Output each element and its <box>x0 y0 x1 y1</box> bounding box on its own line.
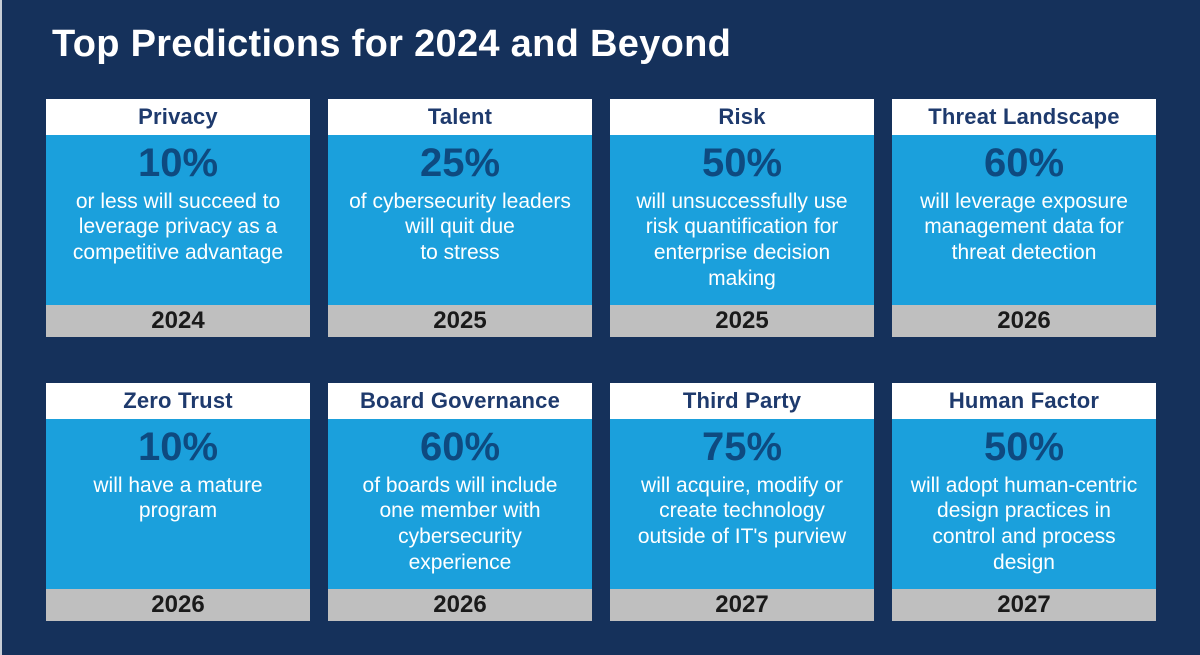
card-category: Human Factor <box>892 382 1156 419</box>
card-year: 2027 <box>892 588 1156 621</box>
card-year: 2025 <box>610 304 874 337</box>
card-description: of cybersecurity leaders will quit due t… <box>349 189 571 265</box>
card-percent: 75% <box>701 424 783 469</box>
prediction-card-board-governance: Board Governance 60% of boards will incl… <box>328 382 592 621</box>
card-description: will have a mature program <box>93 473 263 523</box>
page-title: Top Predictions for 2024 and Beyond <box>52 23 732 65</box>
card-year: 2026 <box>328 588 592 621</box>
card-category: Risk <box>610 98 874 135</box>
card-percent: 60% <box>419 424 501 469</box>
card-year: 2027 <box>610 588 874 621</box>
predictions-grid: Privacy 10% or less will succeed to leve… <box>46 98 1156 621</box>
prediction-card-human-factor: Human Factor 50% will adopt human-centri… <box>892 382 1156 621</box>
card-category: Threat Landscape <box>892 98 1156 135</box>
card-year: 2026 <box>892 304 1156 337</box>
card-percent: 10% <box>137 140 219 185</box>
prediction-card-talent: Talent 25% of cybersecurity leaders will… <box>328 98 592 337</box>
prediction-card-zero-trust: Zero Trust 10% will have a mature progra… <box>46 382 310 621</box>
card-category: Zero Trust <box>46 382 310 419</box>
card-description: will acquire, modify or create technolog… <box>637 473 847 549</box>
prediction-card-risk: Risk 50% will unsuccessfully use risk qu… <box>610 98 874 337</box>
card-year: 2026 <box>46 588 310 621</box>
card-category: Board Governance <box>328 382 592 419</box>
card-description: will unsuccessfully use risk quantificat… <box>636 189 848 290</box>
prediction-card-privacy: Privacy 10% or less will succeed to leve… <box>46 98 310 337</box>
card-description: or less will succeed to leverage privacy… <box>72 189 284 265</box>
card-body: 50% will unsuccessfully use risk quantif… <box>610 134 874 305</box>
card-body: 50% will adopt human-centric design prac… <box>892 418 1156 589</box>
card-percent: 50% <box>983 424 1065 469</box>
card-category: Third Party <box>610 382 874 419</box>
card-body: 10% or less will succeed to leverage pri… <box>46 134 310 305</box>
card-body: 25% of cybersecurity leaders will quit d… <box>328 134 592 305</box>
card-year: 2025 <box>328 304 592 337</box>
card-description: of boards will include one member with c… <box>362 473 558 574</box>
card-description: will leverage exposure management data f… <box>920 189 1128 265</box>
card-percent: 10% <box>137 424 219 469</box>
card-category: Privacy <box>46 98 310 135</box>
card-body: 60% will leverage exposure management da… <box>892 134 1156 305</box>
card-percent: 50% <box>701 140 783 185</box>
card-description: will adopt human-centric design practice… <box>910 473 1138 574</box>
card-body: 60% of boards will include one member wi… <box>328 418 592 589</box>
prediction-card-third-party: Third Party 75% will acquire, modify or … <box>610 382 874 621</box>
card-category: Talent <box>328 98 592 135</box>
card-year: 2024 <box>46 304 310 337</box>
card-body: 75% will acquire, modify or create techn… <box>610 418 874 589</box>
prediction-card-threat-landscape: Threat Landscape 60% will leverage expos… <box>892 98 1156 337</box>
card-percent: 60% <box>983 140 1065 185</box>
card-percent: 25% <box>419 140 501 185</box>
card-body: 10% will have a mature program <box>46 418 310 589</box>
